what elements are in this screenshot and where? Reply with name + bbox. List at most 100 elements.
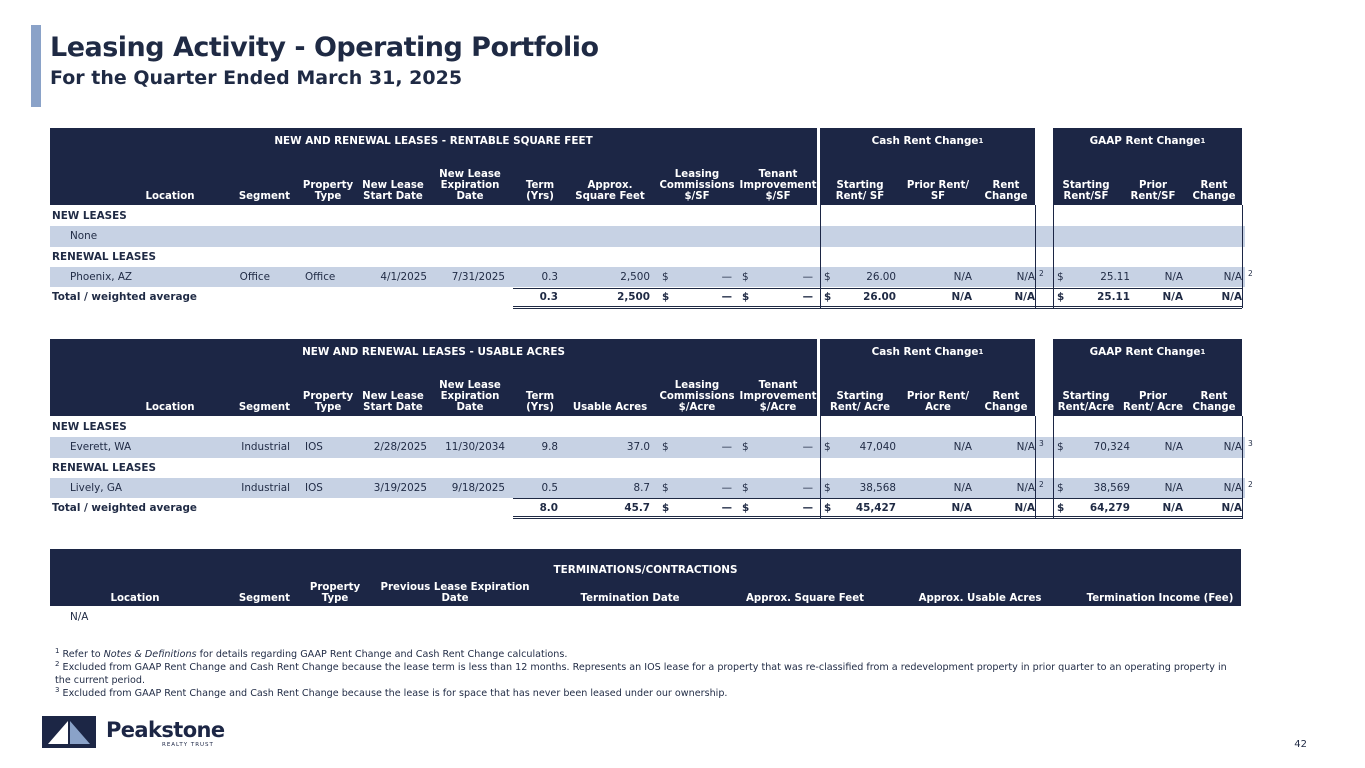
gaap-sym: $: [1057, 441, 1064, 454]
ti-cell: —: [802, 441, 813, 454]
col-property-type: Property Type: [302, 180, 354, 202]
segment-cell: Industrial: [241, 482, 290, 495]
cash-start-cell: 38,568: [859, 482, 896, 495]
gaap-prior-cell: N/A: [1164, 441, 1183, 454]
start-cell: 2/28/2025: [373, 441, 427, 454]
page-subtitle: For the Quarter Ended March 31, 2025: [50, 67, 463, 89]
gaap-change-cell: N/A: [1223, 482, 1242, 495]
segment-cell: Industrial: [241, 441, 290, 454]
table1-group-title: NEW AND RENEWAL LEASES - RENTABLE SQUARE…: [274, 135, 593, 147]
col-termination-income: Termination Income (Fee): [1086, 593, 1234, 604]
term-cell: 0.5: [541, 482, 558, 495]
table2-body: NEW LEASES Everett, WA Industrial IOS 2/…: [50, 417, 1253, 518]
total-top-rule: [513, 288, 1242, 289]
footnote-3-text: Excluded from GAAP Rent Change and Cash …: [62, 688, 728, 699]
col-tenant-improvement: Tenant Improvement $/SF: [739, 169, 817, 202]
cash-start-cell: 47,040: [859, 441, 896, 454]
col-tenant-improvement: Tenant Improvement $/Acre: [739, 380, 817, 413]
col-cash-rent-change: Rent Change: [984, 180, 1028, 202]
total-gaap-change: N/A: [1221, 502, 1242, 515]
peakstone-logo: Peakstone REALTY TRUST: [42, 716, 225, 750]
footnote-3-mark: 3: [55, 685, 60, 694]
cash-prior-cell: N/A: [953, 482, 972, 495]
acres-cell: 8.7: [633, 482, 650, 495]
gaap-change-cell: N/A: [1223, 441, 1242, 454]
logo-subtitle: REALTY TRUST: [162, 742, 214, 748]
lc-cell: —: [721, 441, 732, 454]
total-label: Total / weighted average: [52, 291, 197, 304]
footnote-1-mark: 1: [55, 646, 60, 655]
cash-sym: $: [824, 482, 831, 495]
col-gaap-rent-change: Rent Change: [1192, 180, 1236, 202]
total-ti-sym: $: [742, 291, 750, 304]
peakstone-mark-icon: [42, 716, 96, 748]
table1-border: [820, 205, 821, 308]
col-location: Location: [145, 402, 195, 413]
total-double-rule: [513, 516, 1242, 519]
total-lc: —: [721, 291, 732, 304]
lc-cell: —: [721, 271, 732, 284]
gaap-start-cell: 25.11: [1100, 271, 1130, 284]
table2-header-gaap: [1053, 339, 1242, 416]
footnote-3: 3 Excluded from GAAP Rent Change and Cas…: [55, 685, 1245, 700]
col-approx-acres: Approx. Usable Acres: [918, 593, 1042, 604]
table2-gaap-group-label: GAAP Rent Change: [1089, 346, 1201, 358]
cash-note: 2: [1039, 479, 1044, 489]
total-cash-change: N/A: [1014, 291, 1035, 304]
table3-header: [50, 549, 1241, 606]
table2-gaap-group: GAAP Rent Change 1: [1089, 346, 1206, 358]
col-gaap-starting-rent: Starting Rent/Acre: [1057, 391, 1115, 413]
sqft-cell: 2,500: [620, 271, 650, 284]
page-title: Leasing Activity - Operating Portfolio: [50, 32, 599, 63]
table2-border: [1035, 416, 1036, 519]
table1-header-main: [50, 128, 817, 205]
location-cell: Phoenix, AZ: [70, 271, 133, 284]
total-term: 8.0: [539, 502, 558, 515]
cash-sym: $: [824, 441, 831, 454]
col-gaap-prior-rent: Prior Rent/SF: [1130, 180, 1176, 202]
col-square-feet: Approx. Square Feet: [575, 180, 645, 202]
gaap-start-cell: 38,569: [1093, 482, 1130, 495]
total-lc-sym: $: [662, 291, 670, 304]
col-expiration-date: New Lease Expiration Date: [439, 169, 501, 202]
total-sqft: 2,500: [617, 291, 650, 304]
location-cell: N/A: [70, 611, 89, 624]
section-label: RENEWAL LEASES: [52, 250, 156, 263]
total-gaap-prior: N/A: [1162, 502, 1183, 515]
table-row: RENEWAL LEASES: [50, 247, 1245, 267]
exp-cell: 7/31/2025: [451, 271, 505, 284]
table2-header-cash: [820, 339, 1035, 416]
table2-border: [820, 416, 821, 519]
table1-header-cash: [820, 128, 1035, 205]
col-location: Location: [110, 593, 160, 604]
total-row: Total / weighted average 8.0 45.7 $ — $ …: [50, 498, 1245, 518]
col-term: Term (Yrs): [525, 391, 555, 413]
start-cell: 3/19/2025: [373, 482, 427, 495]
footnote-1-post: for details regarding GAAP Rent Change a…: [196, 649, 568, 660]
cash-start-cell: 26.00: [866, 271, 896, 284]
col-gaap-rent-change: Rent Change: [1192, 391, 1236, 413]
notes-definitions-link: Notes & Definitions: [103, 649, 197, 660]
location-cell: Everett, WA: [70, 441, 132, 454]
col-previous-expiration: Previous Lease Expiration Date: [380, 582, 530, 604]
table-row: N/A: [50, 607, 1245, 627]
cash-prior-cell: N/A: [953, 441, 972, 454]
ti-cell: —: [802, 482, 813, 495]
table-row: RENEWAL LEASES: [50, 458, 1245, 478]
term-cell: 9.8: [541, 441, 558, 454]
total-gaap-prior: N/A: [1162, 291, 1183, 304]
table1-border: [1242, 205, 1243, 308]
title-accent-bar: [31, 25, 41, 107]
gaap-note: 3: [1248, 438, 1253, 448]
gaap-start-cell: 70,324: [1093, 441, 1130, 454]
cash-prior-cell: N/A: [953, 271, 972, 284]
table1-border: [1053, 205, 1054, 308]
total-term: 0.3: [539, 291, 558, 304]
total-cash-prior: N/A: [951, 291, 972, 304]
table2-cash-group-label: Cash Rent Change: [871, 346, 979, 358]
col-gaap-prior-rent: Prior Rent/ Acre: [1122, 391, 1183, 413]
col-termination-date: Termination Date: [580, 593, 680, 604]
section-label: NEW LEASES: [52, 421, 127, 434]
cash-change-cell: N/A: [1016, 482, 1035, 495]
col-cash-rent-change: Rent Change: [984, 391, 1028, 413]
